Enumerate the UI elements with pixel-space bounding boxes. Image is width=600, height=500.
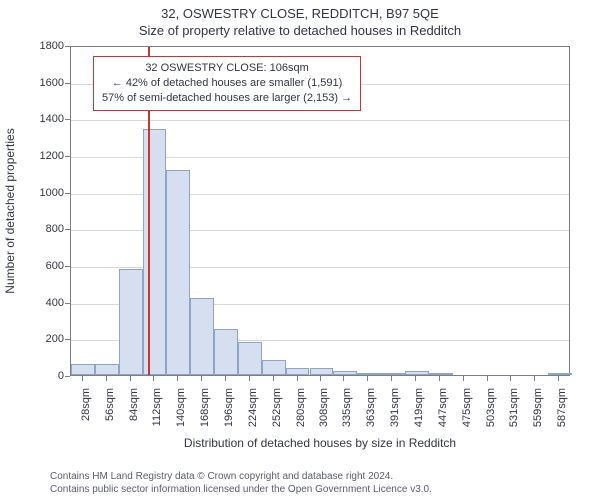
x-tick-mark xyxy=(320,376,321,381)
x-tick-mark xyxy=(343,376,344,381)
x-tick-label: 447sqm xyxy=(437,388,449,427)
footer-attribution: Contains HM Land Registry data © Crown c… xyxy=(50,470,432,496)
x-tick-label: 503sqm xyxy=(485,388,497,427)
y-tick-label: 400 xyxy=(46,297,64,309)
histogram-bar xyxy=(381,373,405,375)
x-tick-mark xyxy=(534,376,535,381)
x-tick-mark xyxy=(297,376,298,381)
x-tick-mark xyxy=(225,376,226,381)
x-tick-mark xyxy=(367,376,368,381)
x-tick-label: 280sqm xyxy=(295,388,307,427)
gridline xyxy=(71,120,569,121)
histogram-bar xyxy=(166,170,190,375)
x-tick-mark xyxy=(558,376,559,381)
chart-title: 32, OSWESTRY CLOSE, REDDITCH, B97 5QE xyxy=(0,0,600,21)
x-tick-mark xyxy=(249,376,250,381)
x-tick-mark xyxy=(391,376,392,381)
marker-info-box: 32 OSWESTRY CLOSE: 106sqm ← 42% of detac… xyxy=(93,56,361,111)
y-tick-label: 1600 xyxy=(40,77,64,89)
y-tick-label: 1800 xyxy=(40,40,64,52)
histogram-bar xyxy=(214,329,238,375)
x-tick-label: 28sqm xyxy=(80,388,92,421)
x-axis-label: Distribution of detached houses by size … xyxy=(70,436,570,450)
x-tick-label: 308sqm xyxy=(318,388,330,427)
x-tick-mark xyxy=(415,376,416,381)
histogram-chart: 32, OSWESTRY CLOSE, REDDITCH, B97 5QE Si… xyxy=(0,0,600,500)
histogram-bar xyxy=(143,129,167,375)
x-tick-label: 168sqm xyxy=(199,388,211,427)
x-tick-mark xyxy=(82,376,83,381)
histogram-bar xyxy=(71,364,95,375)
histogram-bar xyxy=(548,373,572,375)
chart-subtitle: Size of property relative to detached ho… xyxy=(0,21,600,38)
x-tick-mark xyxy=(463,376,464,381)
x-tick-label: 335sqm xyxy=(341,388,353,427)
x-tick-mark xyxy=(510,376,511,381)
histogram-bar xyxy=(429,373,453,375)
footer-line-1: Contains HM Land Registry data © Crown c… xyxy=(50,470,432,483)
x-tick-label: 587sqm xyxy=(556,388,568,427)
x-tick-mark xyxy=(487,376,488,381)
info-line-3: 57% of semi-detached houses are larger (… xyxy=(102,91,352,106)
info-line-1: 32 OSWESTRY CLOSE: 106sqm xyxy=(102,61,352,76)
x-tick-mark xyxy=(153,376,154,381)
x-tick-label: 419sqm xyxy=(413,388,425,427)
x-tick-label: 112sqm xyxy=(151,388,163,426)
y-tick-label: 0 xyxy=(58,370,64,382)
x-tick-label: 391sqm xyxy=(389,388,401,427)
x-tick-label: 224sqm xyxy=(247,388,259,427)
x-tick-mark xyxy=(177,376,178,381)
footer-line-2: Contains public sector information licen… xyxy=(50,483,432,496)
histogram-bar xyxy=(95,364,119,375)
info-line-2: ← 42% of detached houses are smaller (1,… xyxy=(102,76,352,91)
x-tick-label: 196sqm xyxy=(223,388,235,427)
histogram-bar xyxy=(119,269,143,375)
y-tick-label: 600 xyxy=(46,260,64,272)
x-tick-label: 84sqm xyxy=(128,388,140,421)
x-tick-label: 140sqm xyxy=(175,388,187,427)
histogram-bar xyxy=(238,342,262,375)
x-tick-label: 475sqm xyxy=(461,388,473,427)
histogram-bar xyxy=(405,371,429,375)
x-tick-mark xyxy=(130,376,131,381)
x-tick-mark xyxy=(201,376,202,381)
histogram-bar xyxy=(262,360,286,375)
histogram-bar xyxy=(310,368,334,375)
histogram-bar xyxy=(333,371,357,375)
x-tick-label: 559sqm xyxy=(532,388,544,427)
x-tick-label: 56sqm xyxy=(104,388,116,421)
histogram-bar xyxy=(357,373,381,375)
histogram-bar xyxy=(190,298,214,375)
y-tick-label: 1000 xyxy=(40,187,64,199)
x-tick-mark xyxy=(106,376,107,381)
x-tick-mark xyxy=(439,376,440,381)
y-axis: 020040060080010001200140016001800 xyxy=(0,46,70,376)
x-tick-label: 252sqm xyxy=(271,388,283,427)
y-tick-label: 1200 xyxy=(40,150,64,162)
y-tick-label: 1400 xyxy=(40,113,64,125)
y-tick-label: 800 xyxy=(46,223,64,235)
histogram-bar xyxy=(286,368,310,375)
x-tick-label: 363sqm xyxy=(365,388,377,427)
y-tick-label: 200 xyxy=(46,333,64,345)
x-tick-mark xyxy=(273,376,274,381)
x-tick-label: 531sqm xyxy=(508,388,520,427)
